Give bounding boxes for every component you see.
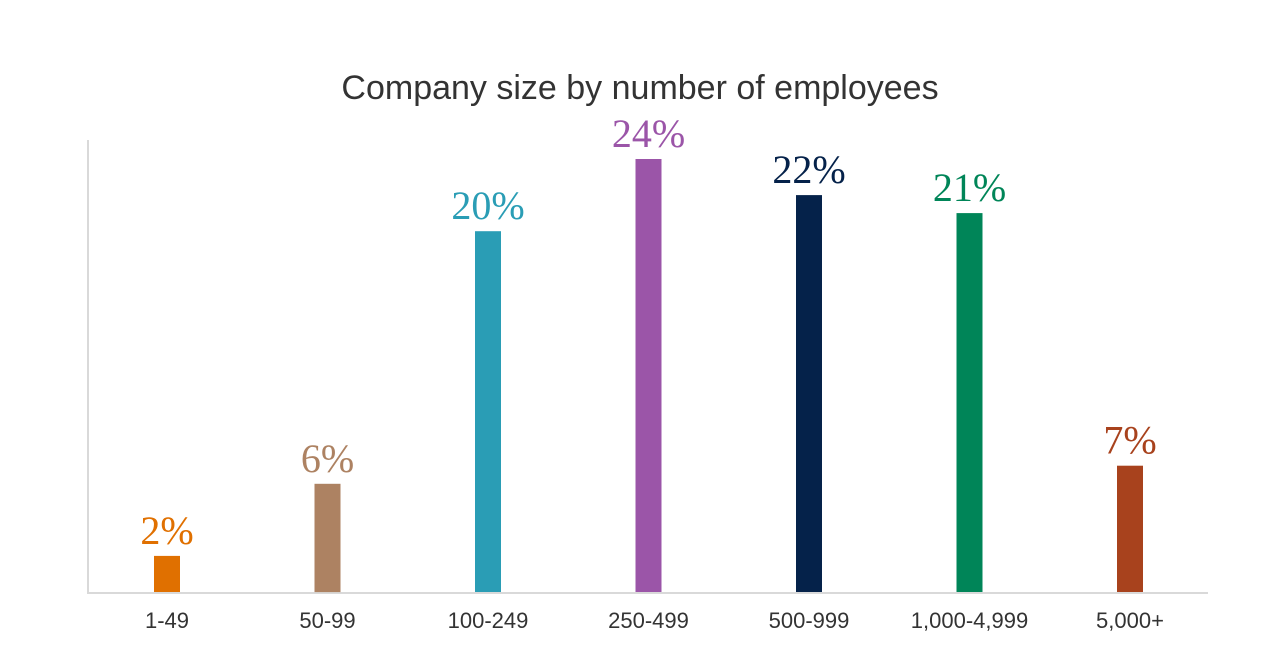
bar (154, 555, 180, 592)
chart-title: Company size by number of employees (341, 69, 938, 107)
bar (475, 231, 501, 592)
data-label: 21% (933, 165, 1006, 210)
data-label-group: 2% 6% 20% 24% 22% 21% 7% (140, 111, 1156, 553)
x-tick-label: 250-499 (608, 608, 689, 633)
bar (635, 159, 662, 592)
bar (1117, 465, 1143, 592)
bar-group (154, 159, 1143, 593)
bar (796, 195, 822, 592)
x-tick-label: 1-49 (145, 608, 189, 633)
data-label: 6% (301, 436, 354, 481)
x-tick-label: 100-249 (448, 608, 529, 633)
data-label: 20% (451, 183, 524, 228)
data-label: 24% (612, 111, 685, 156)
data-label: 2% (140, 508, 193, 553)
data-label: 22% (772, 147, 845, 192)
data-label: 7% (1103, 418, 1156, 463)
bar (314, 483, 341, 593)
x-tick-label: 500-999 (769, 608, 850, 633)
x-tick-label: 5,000+ (1096, 608, 1164, 633)
x-tick-label: 1,000-4,999 (911, 608, 1028, 633)
bar (956, 213, 983, 592)
x-tick-label: 50-99 (299, 608, 355, 633)
x-tick-label-group: 1-49 50-99 100-249 250-499 500-999 1,000-4,99… (145, 608, 1164, 633)
